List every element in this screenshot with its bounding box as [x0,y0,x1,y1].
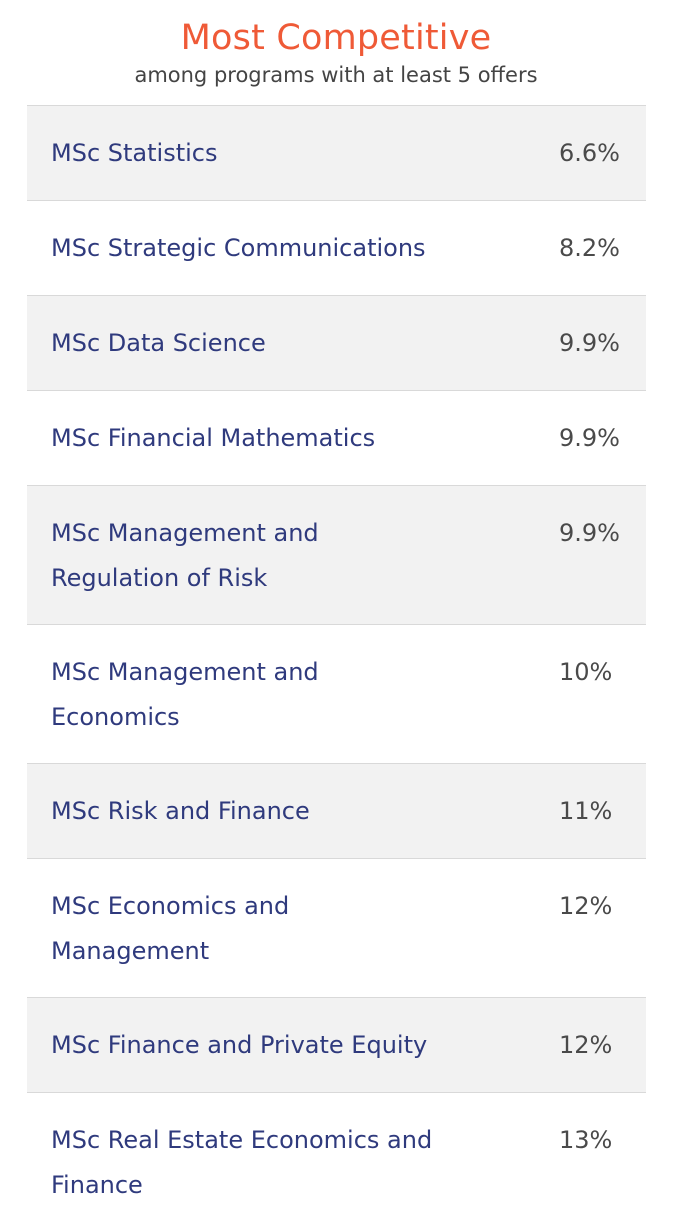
acceptance-rate: 13% [559,1126,613,1154]
table-row: MSc Real Estate Economics and Finance 13… [27,1093,646,1232]
acceptance-rate: 9.9% [559,329,620,357]
table-row: MSc Financial Mathematics 9.9% [27,391,646,486]
table-row: MSc Data Science 9.9% [27,296,646,391]
program-name: MSc Statistics [51,139,218,167]
program-name: MSc Financial Mathematics [51,424,376,452]
program-name: MSc Risk and Finance [51,797,310,825]
acceptance-rate: 9.9% [559,519,620,547]
program-name: MSc Finance and Private Equity [51,1031,428,1059]
acceptance-rate: 8.2% [559,234,620,262]
page-subtitle: among programs with at least 5 offers [134,63,538,87]
table-row: MSc Management and Economics 10% [27,625,646,764]
acceptance-rate: 6.6% [559,139,620,167]
program-name: MSc Data Science [51,329,266,357]
programs-table: MSc Statistics 6.6% MSc Strategic Commun… [27,105,646,1232]
page-title: Most Competitive [180,18,492,58]
table-row: MSc Statistics 6.6% [27,106,646,201]
acceptance-rate: 10% [559,658,613,686]
acceptance-rate: 9.9% [559,424,620,452]
acceptance-rate: 12% [559,892,613,920]
table-row: MSc Finance and Private Equity 12% [27,998,646,1093]
acceptance-rate: 11% [559,797,613,825]
table-row: MSc Economics and Management 12% [27,859,646,998]
program-name: MSc Management and Economics [51,658,319,731]
program-name: MSc Management and Regulation of Risk [51,519,319,592]
table-row: MSc Risk and Finance 11% [27,764,646,859]
acceptance-rate: 12% [559,1031,613,1059]
table-row: MSc Strategic Communications 8.2% [27,201,646,296]
program-name: MSc Strategic Communications [51,234,426,262]
table-row: MSc Management and Regulation of Risk 9.… [27,486,646,625]
program-name: MSc Economics and Management [51,892,290,965]
program-name: MSc Real Estate Economics and Finance [51,1126,433,1199]
